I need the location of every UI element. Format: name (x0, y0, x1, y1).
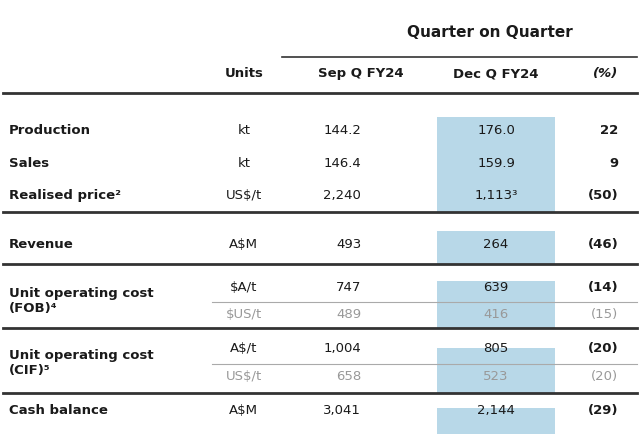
Text: 639: 639 (483, 281, 509, 294)
Text: 489: 489 (336, 308, 361, 321)
Text: Units: Units (225, 67, 263, 80)
Text: Unit operating cost
(FOB)⁴: Unit operating cost (FOB)⁴ (9, 287, 154, 315)
Text: 3,041: 3,041 (323, 404, 361, 417)
Text: $A/t: $A/t (230, 281, 257, 294)
Bar (437, 408, 555, 437)
Text: Sales: Sales (9, 157, 49, 170)
Text: 144.2: 144.2 (323, 124, 361, 136)
Text: A$/t: A$/t (230, 342, 257, 355)
Text: Revenue: Revenue (9, 238, 74, 251)
Text: Cash balance: Cash balance (9, 404, 108, 417)
Text: 159.9: 159.9 (477, 157, 515, 170)
Text: 22: 22 (600, 124, 618, 136)
Text: A$M: A$M (229, 404, 259, 417)
Text: (29): (29) (588, 404, 618, 417)
Text: 9: 9 (609, 157, 618, 170)
Text: (46): (46) (588, 238, 618, 251)
Text: (%): (%) (593, 67, 618, 80)
Text: 146.4: 146.4 (323, 157, 361, 170)
Text: 1,113³: 1,113³ (474, 189, 518, 202)
Text: $US/t: $US/t (226, 308, 262, 321)
Text: (14): (14) (588, 281, 618, 294)
Text: 658: 658 (336, 370, 361, 383)
Text: US$/t: US$/t (226, 370, 262, 383)
Text: (15): (15) (591, 308, 618, 321)
Text: A$M: A$M (229, 238, 259, 251)
Text: 416: 416 (483, 308, 509, 321)
Bar (437, 281, 555, 328)
Text: Dec Q FY24: Dec Q FY24 (453, 67, 539, 80)
Text: 1,004: 1,004 (323, 342, 361, 355)
Text: (20): (20) (588, 342, 618, 355)
Text: 493: 493 (336, 238, 361, 251)
Text: 264: 264 (483, 238, 509, 251)
Text: Sep Q FY24: Sep Q FY24 (319, 67, 404, 80)
Text: 2,240: 2,240 (323, 189, 361, 202)
Bar (437, 117, 555, 212)
Text: 523: 523 (483, 370, 509, 383)
Text: (20): (20) (591, 370, 618, 383)
Text: Unit operating cost
(CIF)⁵: Unit operating cost (CIF)⁵ (9, 349, 154, 377)
Text: 2,144: 2,144 (477, 404, 515, 417)
Text: US$/t: US$/t (226, 189, 262, 202)
Text: kt: kt (237, 157, 250, 170)
Text: 176.0: 176.0 (477, 124, 515, 136)
Text: Production: Production (9, 124, 91, 136)
Text: (50): (50) (588, 189, 618, 202)
Bar (437, 348, 555, 393)
Text: kt: kt (237, 124, 250, 136)
Text: 805: 805 (483, 342, 509, 355)
Text: Realised price²: Realised price² (9, 189, 121, 202)
Text: 747: 747 (336, 281, 361, 294)
Bar (437, 232, 555, 264)
Text: Quarter on Quarter: Quarter on Quarter (407, 25, 573, 41)
